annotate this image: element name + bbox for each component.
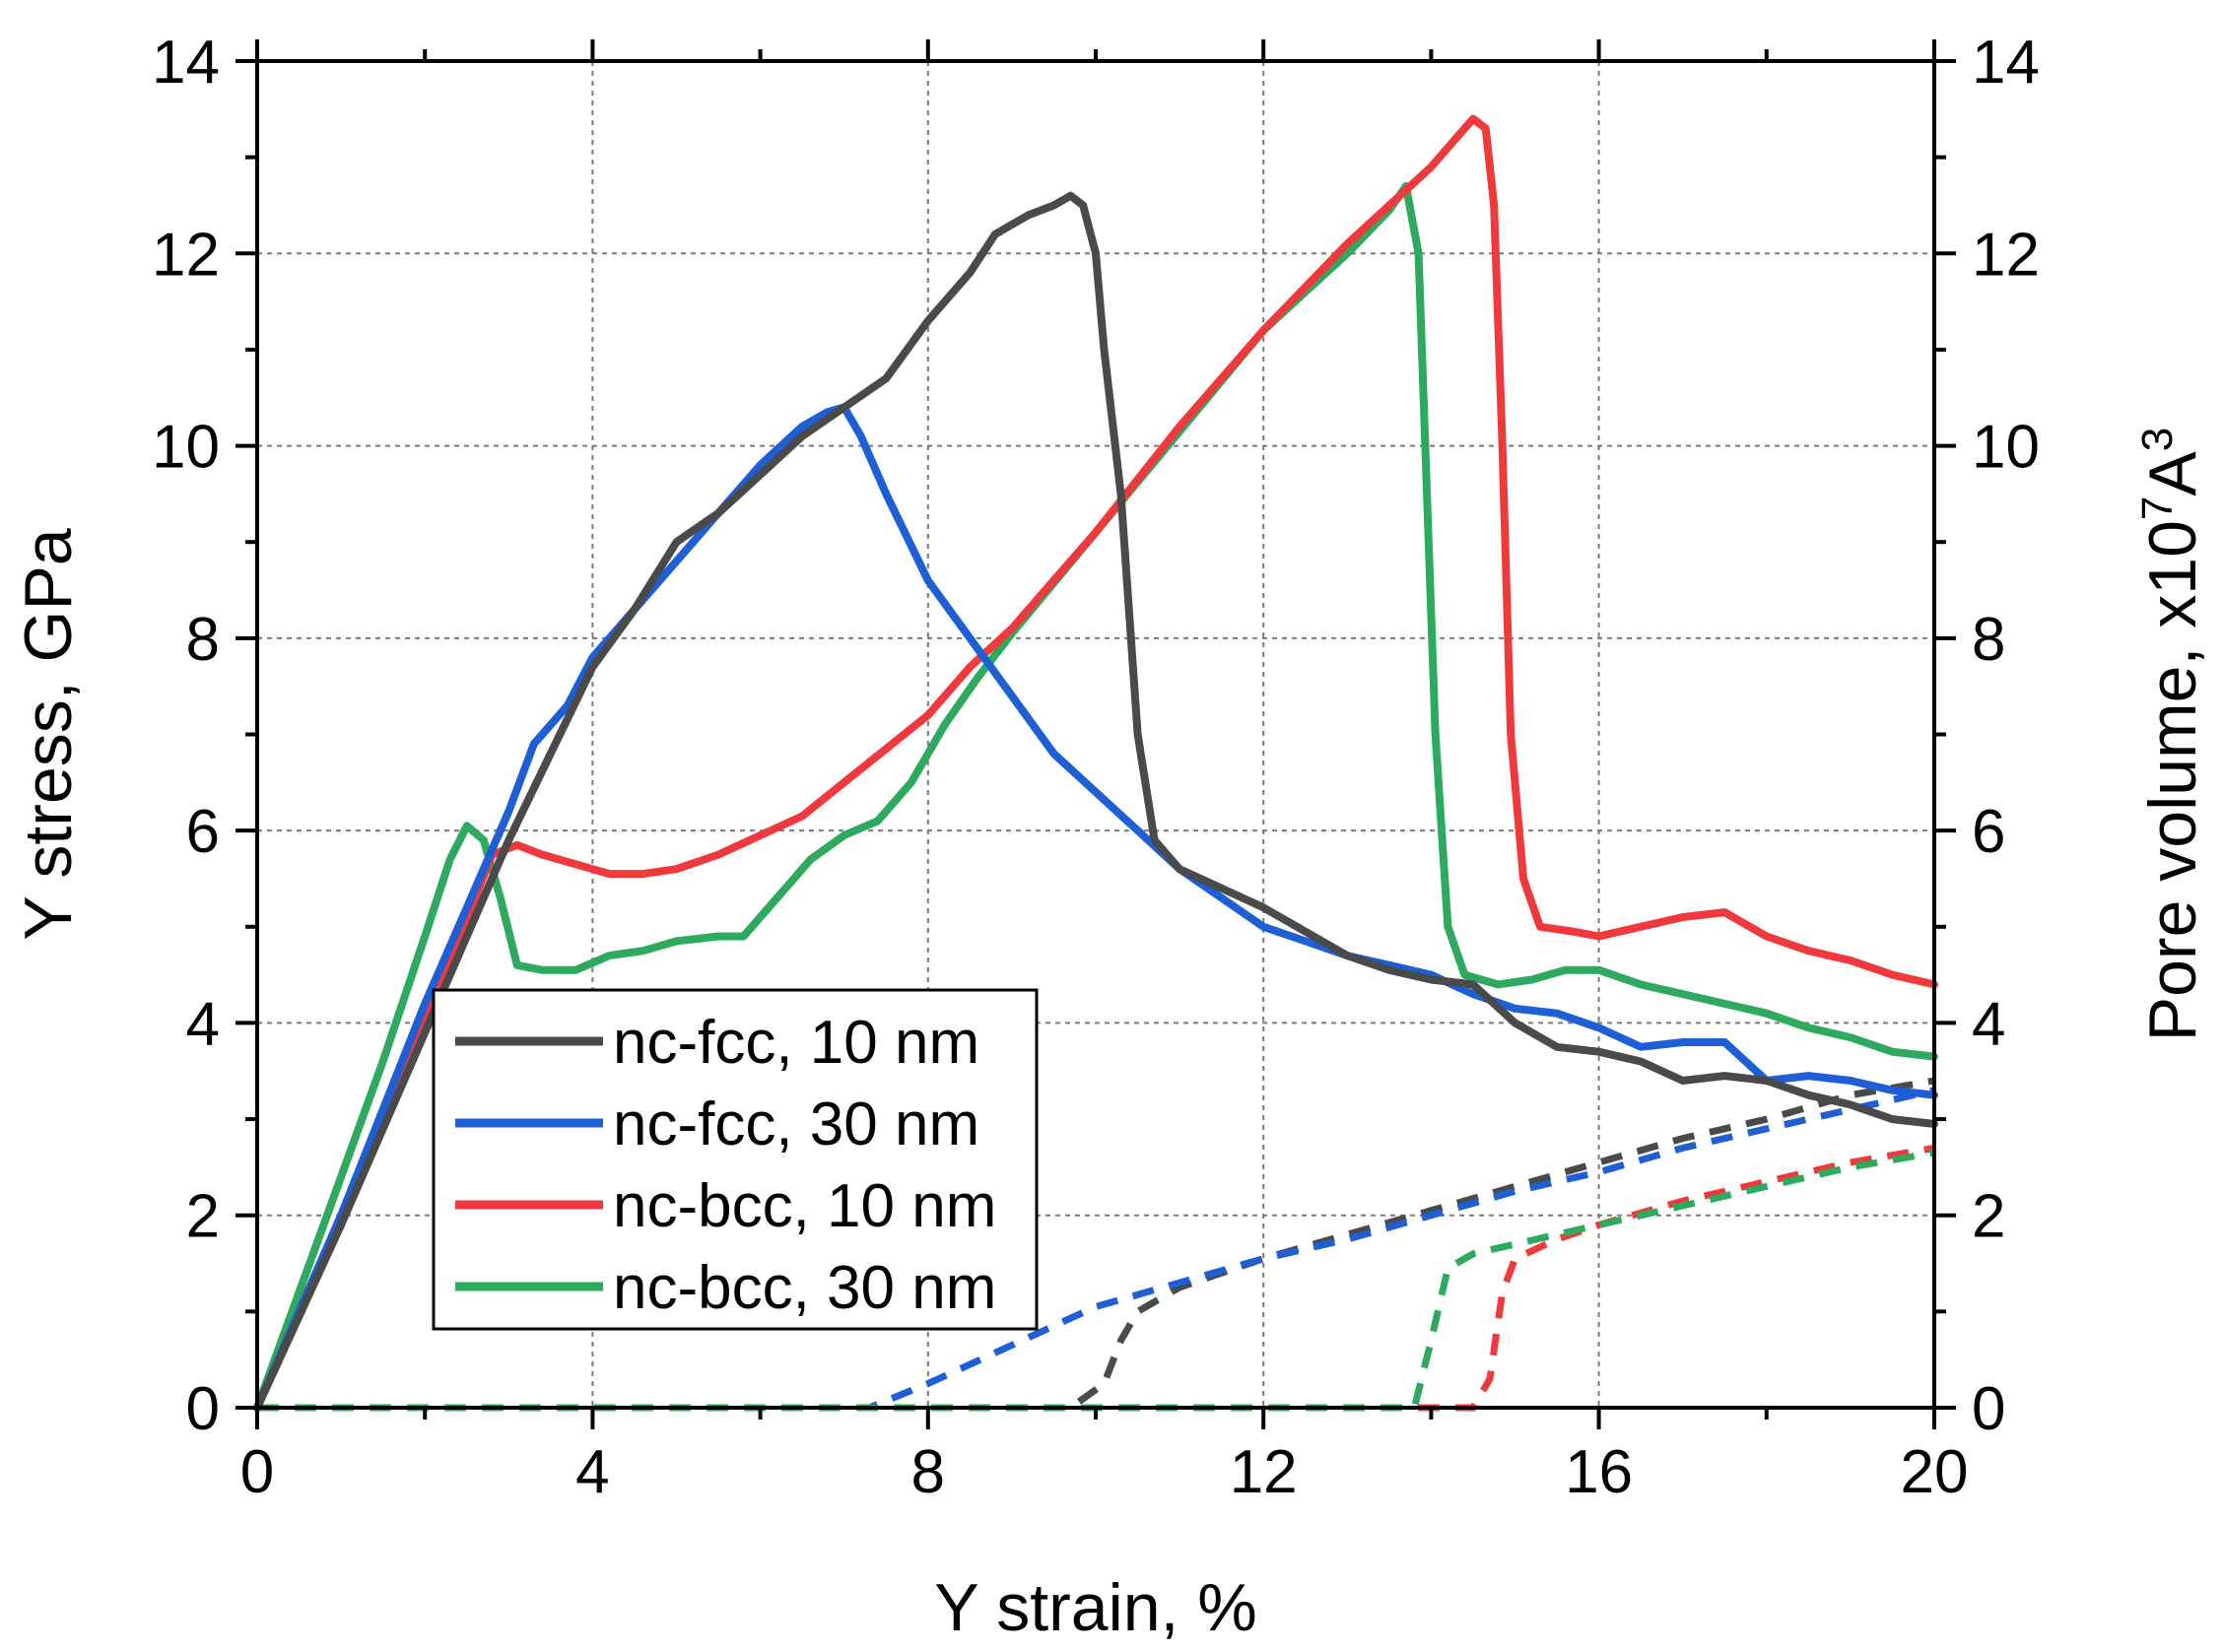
pore-line-3	[257, 1144, 1935, 1412]
legend: nc-fcc, 10 nm nc-fcc, 30 nm nc-bcc, 10 nm n…	[432, 988, 1039, 1331]
legend-label-4: nc-bcc, 30 nm	[613, 1254, 996, 1322]
x-tick-label: 16	[1565, 1438, 1633, 1506]
y-axis-title: Y stress, GPa	[11, 528, 86, 940]
y-tick-label: 0	[186, 1375, 220, 1443]
stress-line-4	[253, 181, 1938, 1412]
y-tick-label: 6	[186, 798, 220, 866]
y2-axis-title: Pore volume, x107A3	[2133, 428, 2211, 1042]
y2-tick-label: 0	[1972, 1375, 2005, 1443]
pore-volume-lines	[257, 1077, 1935, 1412]
y-tick-label: 12	[152, 221, 220, 289]
y-tick-label: 8	[186, 606, 220, 674]
y2-tick-label: 12	[1972, 221, 2040, 289]
y2-tick-label: 2	[1972, 1183, 2005, 1251]
pore-line-1	[257, 1077, 1935, 1412]
y2-tick-label: 4	[1972, 990, 2005, 1058]
y2-axis-title-main: Pore volume, x10	[2135, 520, 2210, 1041]
stress-line-3	[253, 114, 1938, 1412]
stress-line-1	[253, 191, 1938, 1412]
y2-tick-label: 14	[1972, 29, 2040, 97]
stress-lines	[253, 114, 1938, 1412]
y-tick-label: 14	[152, 29, 220, 97]
x-tick-label: 4	[575, 1438, 609, 1506]
y2-tick-label: 10	[1972, 414, 2040, 482]
y2-tick-label: 6	[1972, 798, 2005, 866]
y-tick-label: 2	[186, 1183, 220, 1251]
y2-axis-title-exponent: 7	[2133, 496, 2182, 520]
y-tick-label: 10	[152, 414, 220, 482]
pore-line-4	[257, 1149, 1935, 1412]
legend-label-2: nc-fcc, 30 nm	[613, 1090, 979, 1158]
legend-label-3: nc-bcc, 10 nm	[613, 1172, 996, 1240]
legend-label-1: nc-fcc, 10 nm	[613, 1009, 979, 1077]
axes	[236, 39, 1956, 1429]
x-tick-label: 12	[1230, 1438, 1298, 1506]
legend-box	[432, 988, 1039, 1331]
x-tick-label: 20	[1901, 1438, 1969, 1506]
x-tick-label: 0	[240, 1438, 274, 1506]
y2-axis-title-unit: A	[2135, 451, 2210, 496]
y2-axis-title-unit-exponent: 3	[2133, 428, 2182, 451]
y-tick-label: 4	[186, 990, 220, 1058]
x-axis-title: Y strain, %	[934, 1570, 1257, 1645]
stress-line-2	[253, 403, 1938, 1412]
x-tick-label: 8	[911, 1438, 945, 1506]
y2-tick-label: 8	[1972, 606, 2005, 674]
